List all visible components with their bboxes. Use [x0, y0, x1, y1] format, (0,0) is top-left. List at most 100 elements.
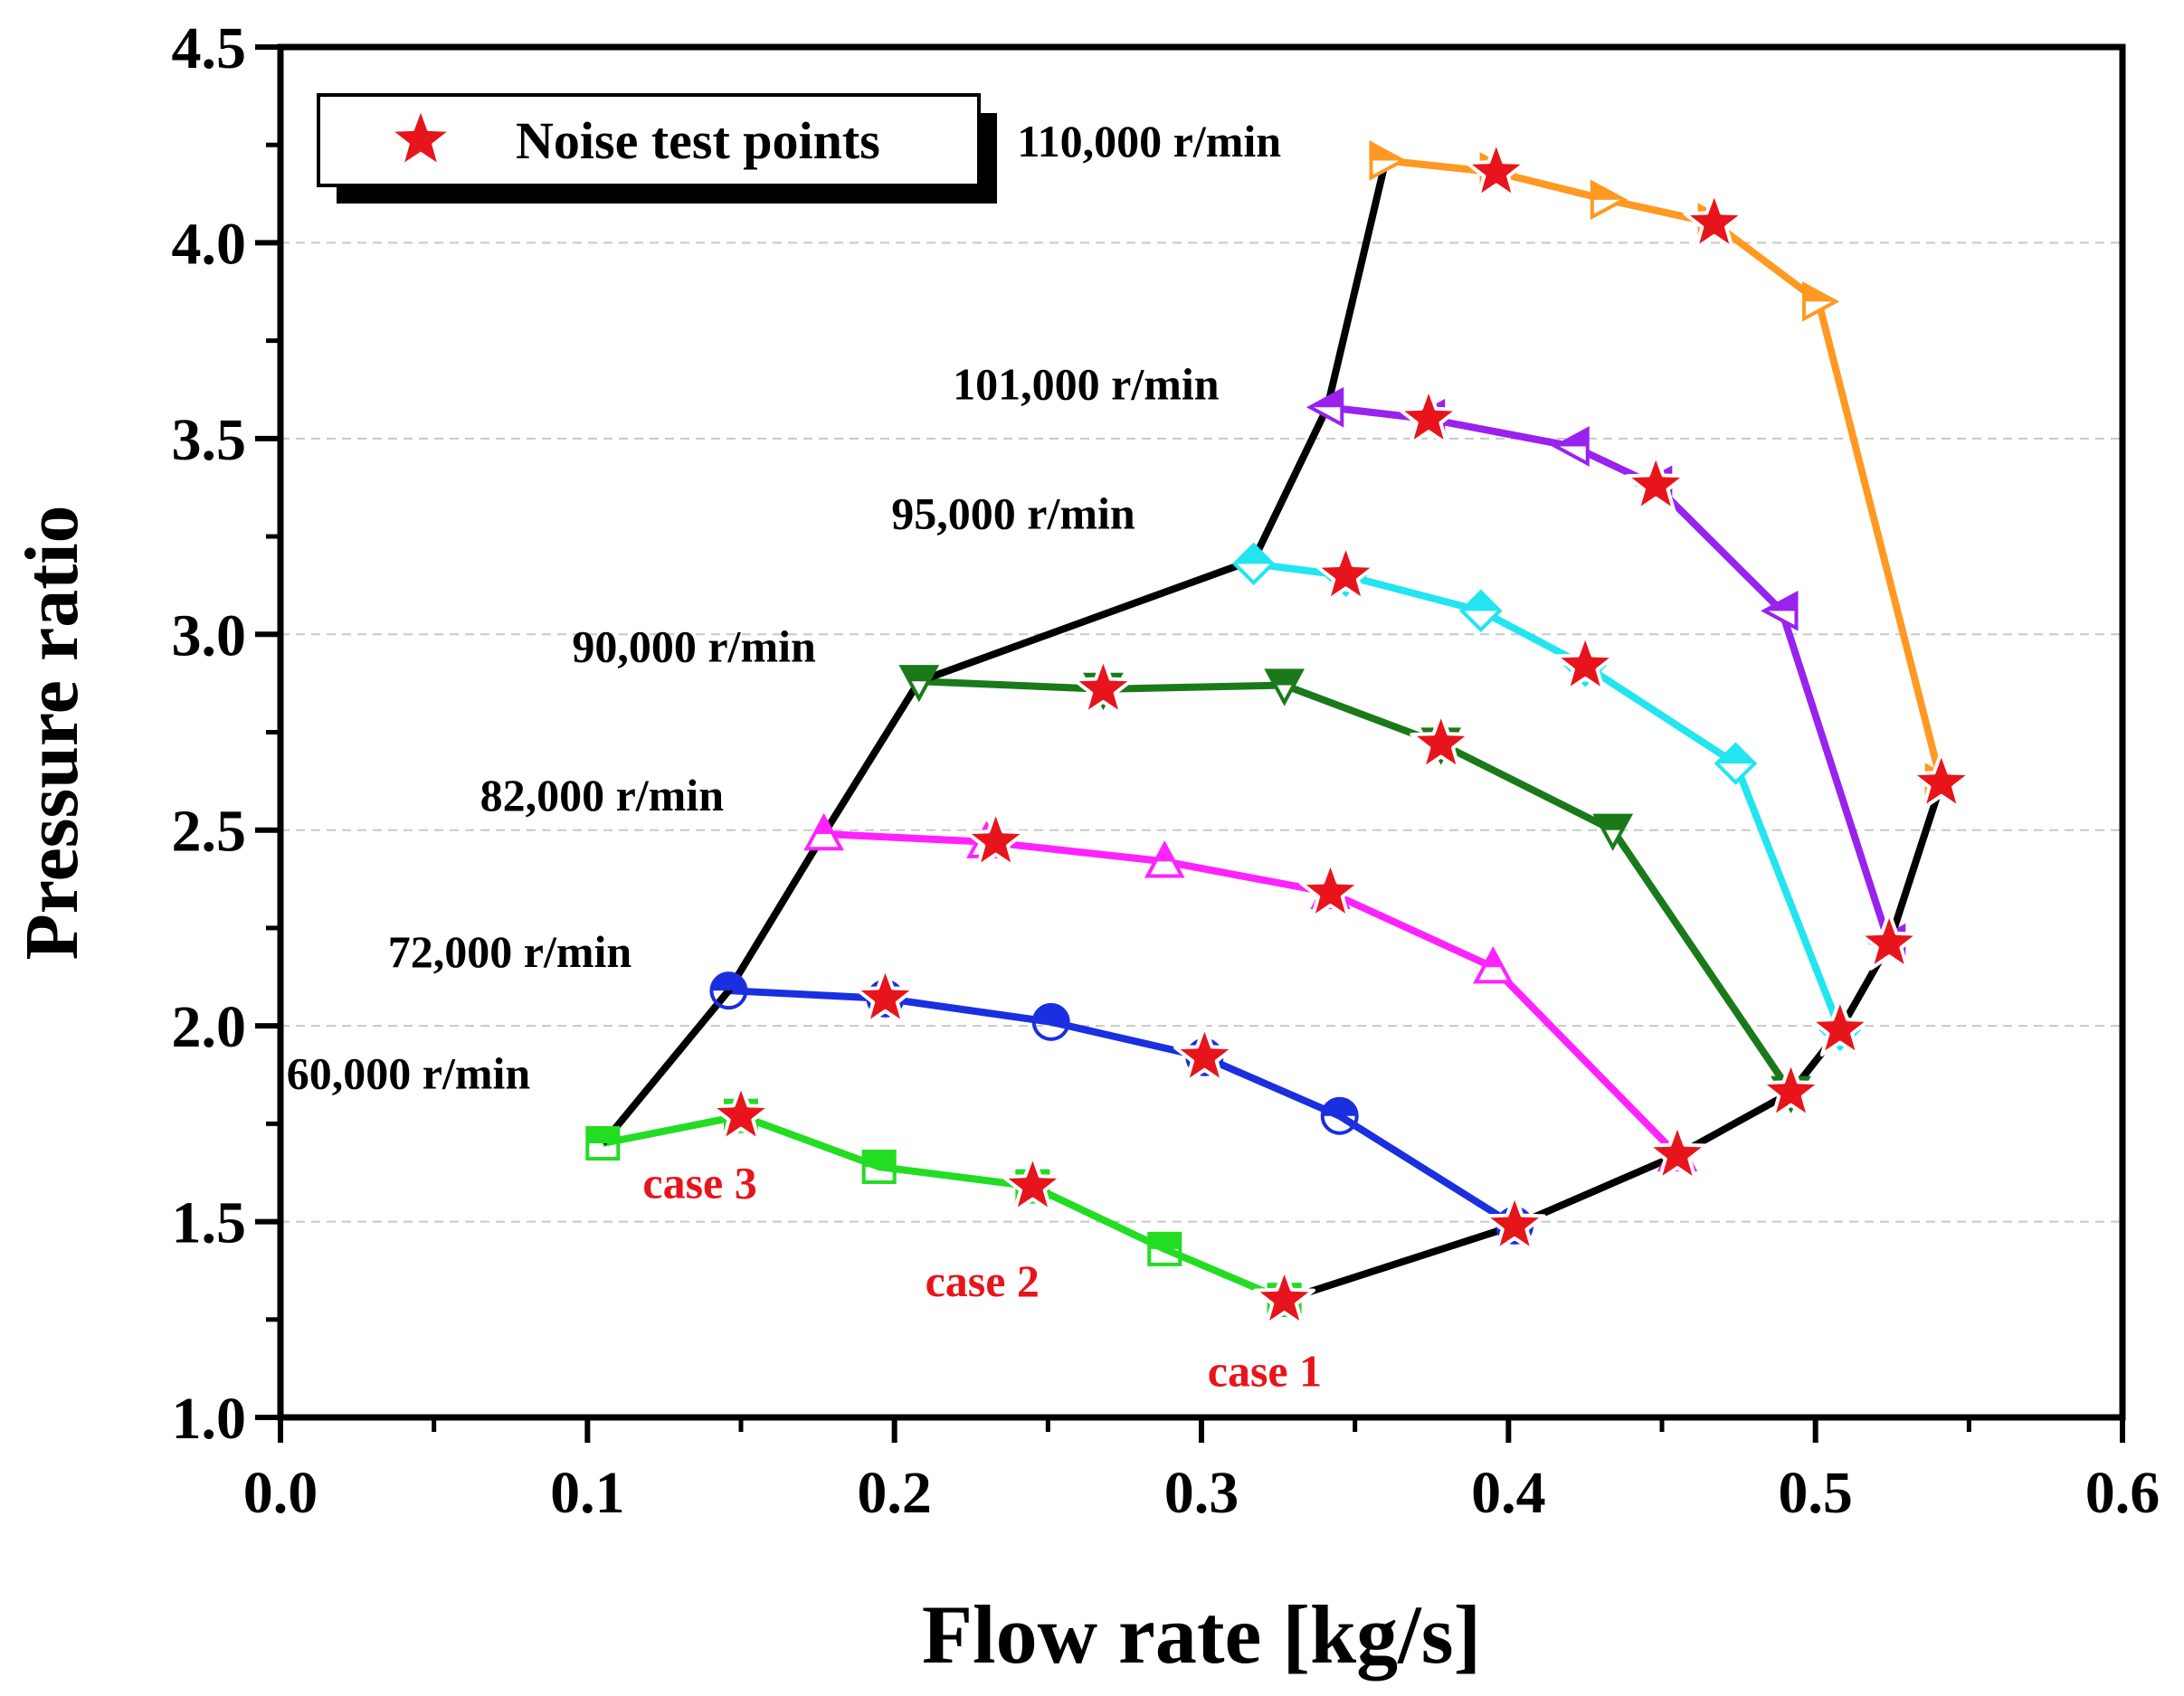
series-lines: [600, 156, 1945, 1303]
y-tick-label-6: 4.0: [172, 211, 247, 277]
y-tick-label-2: 2.0: [172, 994, 247, 1060]
marker-s1-p4: [1320, 1096, 1359, 1135]
noise-star-8: [1410, 711, 1472, 771]
x-tick-label-5: 0.5: [1778, 1460, 1853, 1526]
marker-s0-p4: [1147, 1231, 1182, 1266]
marker-s4-p4: [1714, 742, 1758, 785]
series-markers: [585, 140, 1962, 1318]
marker-s2-p2-fill: [1155, 844, 1174, 862]
marker-s5-p4-fill: [1764, 593, 1797, 611]
marker-s2-p2: [1144, 840, 1185, 878]
marker-s1-p2-outline: [1031, 1002, 1070, 1041]
x-axis-title: Flow rate [kg/s]: [922, 1588, 1481, 1681]
marker-s1-p0: [709, 971, 748, 1010]
noise-star-17: [1683, 190, 1745, 251]
y-tick-label-7: 4.5: [172, 15, 247, 81]
noise-star-0: [709, 1083, 773, 1143]
speed-label-5: 101,000 r/min: [953, 359, 1220, 410]
marker-s0-p4-outline: [1147, 1231, 1182, 1266]
noise-star-3: [1483, 1192, 1546, 1253]
marker-s5-p0: [1306, 386, 1344, 428]
x-tick-label-4: 0.4: [1471, 1460, 1546, 1526]
marker-s4-p0-fill: [1234, 545, 1273, 564]
legend: Noise test points: [317, 93, 997, 204]
speed-label-4: 95,000 r/min: [891, 488, 1135, 538]
marker-s4-p2-outline: [1459, 589, 1503, 633]
marker-s4-p0: [1231, 542, 1276, 586]
marker-s4-p0-outline: [1231, 542, 1276, 586]
speed-label-1: 72,000 r/min: [388, 926, 632, 977]
marker-s0-p0-outline: [585, 1126, 621, 1161]
y-tick-label-5: 3.5: [172, 407, 247, 473]
marker-s1-p4-outline: [1320, 1096, 1359, 1135]
axes: 0.0 0.1 0.2 0.3 0.4 0.5 0.6 1.0 1.5 2.0 2.5 3.0 3.5 4…: [172, 15, 2160, 1526]
marker-s3-p4: [1592, 813, 1634, 851]
speed-label-6: 110,000 r/min: [1017, 116, 1281, 166]
marker-s5-p4: [1761, 590, 1799, 631]
marker-s3-p0-fill: [901, 667, 936, 682]
x-tick-label-6: 0.6: [2085, 1460, 2160, 1526]
y-tick-label-1: 1.5: [172, 1190, 247, 1256]
noise-star-9: [1760, 1059, 1822, 1120]
noise-star-4: [964, 809, 1027, 869]
legend-star-icon: [385, 102, 457, 171]
noise-star-2: [1173, 1024, 1236, 1085]
legend-label: Noise test points: [516, 111, 880, 170]
noise-star-15: [1857, 911, 1921, 971]
marker-s2-p0: [803, 812, 844, 851]
marker-s0-p2-outline: [861, 1149, 897, 1184]
noise-test-points: [709, 139, 1973, 1327]
marker-s0-p4-fill: [1149, 1233, 1181, 1249]
y-axis-title: Pressure ratio: [10, 505, 94, 960]
noise-star-6: [1646, 1123, 1709, 1182]
speed-label-0: 60,000 r/min: [287, 1047, 531, 1098]
series-line-5: [1326, 403, 1893, 945]
case-label-1: case 2: [926, 1255, 1040, 1306]
series-line-2: [823, 830, 1680, 1158]
case-label-2: case 1: [1208, 1345, 1322, 1396]
marker-s5-p2-fill: [1555, 429, 1588, 447]
x-tick-label-2: 0.2: [857, 1460, 932, 1526]
x-tick-label-0: 0.0: [243, 1460, 318, 1526]
noise-star-16: [1465, 139, 1528, 199]
y-tick-label-4: 3.0: [172, 602, 247, 668]
marker-s2-p4: [1473, 946, 1514, 984]
marker-s5-p2: [1552, 426, 1590, 467]
marker-s2-p0-fill: [814, 817, 833, 835]
noise-star-7: [1072, 656, 1135, 716]
marker-s3-p4-fill: [1595, 815, 1630, 830]
noise-star-13: [1397, 386, 1460, 446]
marker-s6-p0-fill: [1371, 143, 1403, 161]
marker-s0-p2-fill: [863, 1151, 895, 1167]
marker-s3-p2: [1264, 668, 1305, 706]
marker-s4-p2: [1459, 589, 1503, 633]
marker-s3-p2-fill: [1267, 670, 1302, 686]
noise-star-19: [1002, 1153, 1064, 1214]
marker-s1-p0-outline: [709, 971, 748, 1010]
marker-s4-p2-fill: [1461, 592, 1500, 611]
noise-star-18: [1910, 750, 1973, 810]
x-tick-label-1: 0.1: [550, 1460, 625, 1526]
plot-frame: [277, 43, 2126, 1421]
marker-s6-p0: [1369, 140, 1407, 181]
marker-s6-p4: [1801, 281, 1840, 322]
noise-star-5: [1299, 860, 1362, 920]
noise-star-10: [1315, 543, 1377, 602]
marker-s4-p4-fill: [1716, 744, 1755, 764]
case-label-0: case 3: [642, 1158, 756, 1208]
marker-s0-p0-fill: [587, 1128, 619, 1143]
marker-s6-p2-fill: [1591, 182, 1624, 200]
marker-s0-p2: [861, 1149, 897, 1184]
marker-s6-p4-fill: [1803, 284, 1837, 302]
marker-s6-p2: [1590, 179, 1629, 221]
noise-star-14: [1624, 452, 1687, 513]
marker-s1-p2: [1031, 1002, 1070, 1041]
speed-label-3: 90,000 r/min: [572, 621, 816, 672]
series-line-1: [728, 987, 1517, 1229]
marker-s5-p0-fill: [1310, 390, 1343, 408]
series-line-3: [918, 677, 1794, 1094]
x-tick-label-3: 0.3: [1164, 1460, 1239, 1526]
noise-star-20: [1253, 1267, 1315, 1327]
annotations: 60,000 r/min 72,000 r/min 82,000 r/min 90,0…: [287, 116, 1322, 1396]
